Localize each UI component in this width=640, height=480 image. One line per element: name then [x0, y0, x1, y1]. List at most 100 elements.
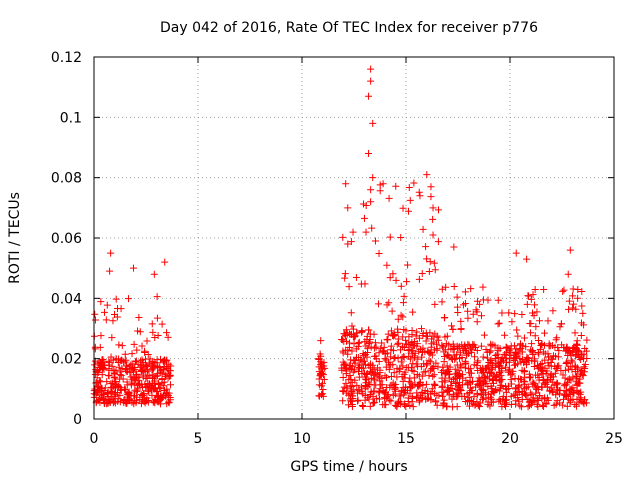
data-point [158, 369, 166, 377]
data-point [575, 389, 583, 397]
data-point [389, 331, 397, 339]
data-point [344, 240, 352, 248]
data-point [397, 311, 405, 319]
data-point [469, 310, 477, 318]
data-point [373, 370, 381, 378]
data-point [317, 337, 325, 345]
data-point [395, 339, 403, 347]
data-point [135, 313, 143, 321]
data-point [532, 323, 540, 331]
data-point [430, 259, 438, 267]
data-point [403, 278, 411, 286]
data-point [489, 376, 497, 384]
data-point [367, 77, 375, 85]
data-point [464, 307, 472, 315]
chart-title: Day 042 of 2016, Rate Of TEC Index for r… [160, 20, 538, 36]
data-point [409, 403, 417, 411]
data-point [484, 296, 492, 304]
data-point [355, 373, 363, 381]
data-point [498, 309, 506, 317]
data-point [369, 119, 377, 127]
data-point [413, 328, 421, 336]
data-point [421, 390, 429, 398]
data-point [347, 238, 355, 246]
data-point [339, 233, 347, 241]
data-point [443, 403, 451, 411]
data-point [167, 381, 175, 389]
data-point [417, 395, 425, 403]
data-point [537, 341, 545, 349]
data-point [361, 351, 369, 359]
data-point [160, 387, 168, 395]
data-point [128, 376, 136, 384]
data-point [395, 392, 403, 400]
data-point [360, 214, 368, 222]
data-point [457, 317, 465, 325]
data-point [349, 392, 357, 400]
data-point [116, 375, 124, 383]
data-point [118, 342, 126, 350]
data-point [382, 394, 390, 402]
data-point [566, 349, 574, 357]
data-point [564, 379, 572, 387]
data-point [480, 331, 488, 339]
data-point [467, 285, 475, 293]
data-point [112, 377, 120, 385]
data-point [461, 341, 469, 349]
data-point [486, 402, 494, 410]
data-point [100, 308, 108, 316]
data-point [345, 283, 353, 291]
data-point [531, 285, 539, 293]
data-point [369, 399, 377, 407]
data-point [448, 395, 456, 403]
data-point [347, 330, 355, 338]
data-point [528, 399, 536, 407]
data-point [149, 328, 157, 336]
data-point [369, 174, 377, 182]
data-point [523, 300, 531, 308]
data-point [534, 348, 542, 356]
data-point [545, 362, 553, 370]
data-point [399, 204, 407, 212]
data-point [503, 396, 511, 404]
data-point [348, 322, 356, 330]
data-point [438, 341, 446, 349]
data-point [533, 308, 541, 316]
data-point [440, 358, 448, 366]
data-point [349, 325, 357, 333]
data-point [378, 339, 386, 347]
data-point [489, 387, 497, 395]
data-point [391, 353, 399, 361]
data-point [407, 341, 415, 349]
data-point [107, 249, 115, 257]
data-point [549, 307, 557, 315]
data-point [581, 345, 589, 353]
data-point [531, 332, 539, 340]
data-point [539, 367, 547, 375]
data-point [152, 387, 160, 395]
data-point [579, 372, 587, 380]
data-point [485, 365, 493, 373]
data-point [375, 249, 383, 257]
data-point [408, 392, 416, 400]
data-point [556, 399, 564, 407]
data-point [520, 334, 528, 342]
data-point [380, 343, 388, 351]
data-point [565, 305, 573, 313]
data-point [395, 397, 403, 405]
data-point [354, 396, 362, 404]
x-tick-label: 10 [293, 431, 311, 447]
data-point [394, 328, 402, 336]
data-point [376, 187, 384, 195]
data-point [527, 295, 535, 303]
data-point [374, 300, 382, 308]
data-point [97, 360, 105, 368]
data-point [157, 400, 165, 408]
data-point [350, 340, 358, 348]
data-point [120, 385, 128, 393]
data-point [452, 370, 460, 378]
data-point [551, 369, 559, 377]
data-point [397, 233, 405, 241]
data-point [387, 346, 395, 354]
